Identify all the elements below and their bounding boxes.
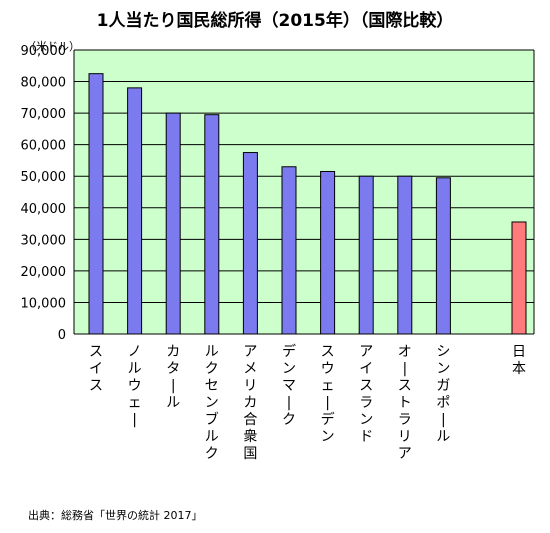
source-note: 出典：総務省「世界の統計 2017」 xyxy=(28,509,203,522)
bar xyxy=(320,170,336,335)
x-category-label: 日本 xyxy=(512,344,526,377)
x-category-label: シンガポ|ル xyxy=(436,344,450,445)
y-tick-label: 70,000 xyxy=(21,107,67,122)
x-category-label: ノルウェ| xyxy=(128,344,142,428)
bar xyxy=(242,152,258,335)
x-category-label: ルクセンブルク xyxy=(205,344,219,462)
bar xyxy=(358,175,374,335)
y-tick-label: 60,000 xyxy=(21,139,67,154)
x-category-label: アメリカ合衆国 xyxy=(243,344,257,462)
y-axis-unit-label: （米ドル） xyxy=(25,40,80,53)
x-category-label: スウェ|デン xyxy=(321,344,335,445)
y-tick-label: 20,000 xyxy=(21,265,67,280)
x-category-label: デンマ|ク xyxy=(282,343,296,428)
x-category-label: カタ|ル xyxy=(166,344,180,411)
plot-area xyxy=(74,50,534,334)
y-tick-label: 0 xyxy=(58,328,66,343)
bar xyxy=(511,221,527,335)
y-tick-label: 40,000 xyxy=(21,202,67,217)
x-category-label: オ|ストラリア xyxy=(398,344,412,462)
y-tick-label: 80,000 xyxy=(21,76,67,91)
bar xyxy=(165,112,181,335)
bar xyxy=(281,166,297,335)
y-tick-label: 90,000 xyxy=(21,44,67,59)
y-tick-label: 10,000 xyxy=(21,296,67,311)
chart-title: 1人当たり国民総所得（2015年）（国際比較） xyxy=(96,11,454,31)
bar xyxy=(88,73,104,335)
x-category-label: スイス xyxy=(89,344,103,394)
x-category-label: アイスランド xyxy=(359,344,373,445)
y-tick-label: 30,000 xyxy=(21,233,67,248)
bar xyxy=(435,177,451,335)
y-tick-label: 50,000 xyxy=(21,170,67,185)
bar xyxy=(204,114,220,335)
bar xyxy=(127,87,143,335)
bar xyxy=(397,175,413,335)
bar-chart: 0 10,000 20,000 30,000 40,000 50,000 60,000 70,… xyxy=(21,44,535,462)
